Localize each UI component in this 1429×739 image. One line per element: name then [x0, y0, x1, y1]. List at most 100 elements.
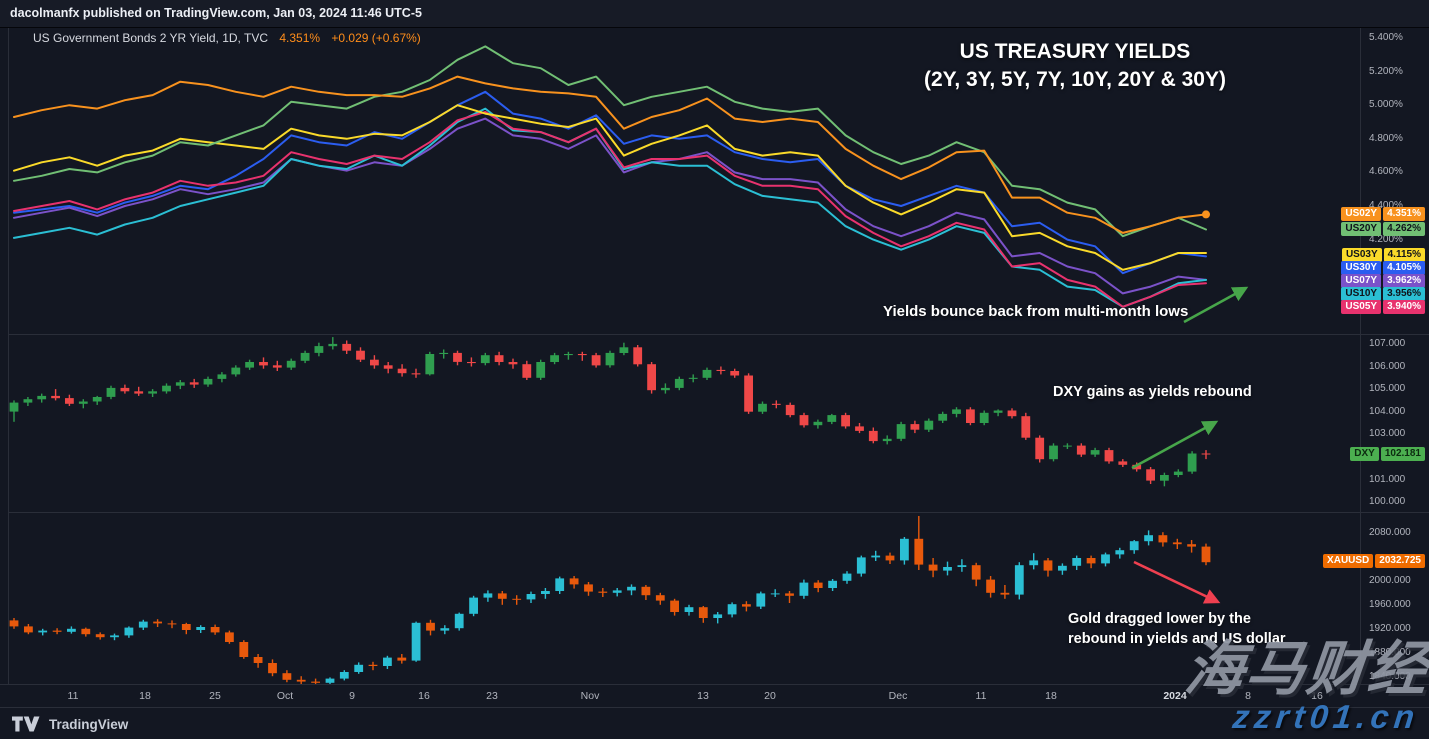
candle-body [730, 371, 740, 376]
candle-body [655, 595, 665, 601]
time-tick-label: 11 [67, 690, 79, 702]
candle-body [1158, 535, 1168, 543]
candle-body [564, 354, 573, 356]
candle-body [1115, 550, 1125, 555]
candle-body [1090, 450, 1100, 455]
candle-body [106, 387, 116, 397]
price-tick-dxy: 103.000 [1369, 428, 1406, 440]
price-tick-yields: 5.000% [1369, 99, 1403, 111]
candle-body [688, 377, 698, 379]
price-tick-dxy: 100.000 [1369, 496, 1406, 508]
candle-body [203, 378, 213, 385]
candle-body [67, 628, 76, 632]
candle-body [1014, 565, 1024, 595]
candle-body [370, 359, 379, 366]
candle-body [1187, 544, 1196, 547]
tradingview-logo[interactable]: TradingView [12, 716, 128, 732]
candle-body [9, 620, 19, 627]
series-line-us03y [13, 104, 1207, 271]
candle-body [928, 564, 938, 571]
candle-body [813, 421, 823, 426]
candle-body [286, 360, 296, 368]
candle-body [138, 621, 148, 628]
series-line-us02y [13, 75, 1207, 234]
candle-body [674, 378, 684, 388]
candle-body [65, 398, 74, 404]
candle-body [411, 373, 421, 375]
candle-body [605, 352, 615, 366]
candle-body [827, 415, 837, 422]
candle-body [882, 438, 892, 442]
time-tick-label: 16 [418, 690, 430, 702]
candle-body [508, 362, 518, 365]
candle-body [555, 578, 565, 591]
annotation-treasury-title-line1: US TREASURY YIELDS [959, 40, 1191, 63]
time-tick-label: 8 [1245, 690, 1251, 702]
candle-body [328, 343, 338, 347]
candle-body [647, 364, 656, 391]
candle-body [1144, 535, 1153, 542]
candle-body [770, 593, 780, 595]
candle-body [584, 584, 593, 592]
candle-body [325, 678, 335, 683]
price-tick-yields: 5.200% [1369, 65, 1403, 77]
time-tick-label: 18 [1045, 690, 1057, 702]
candle-body [569, 578, 579, 585]
publish-info-text: dacolmanfx published on TradingView.com,… [10, 6, 422, 20]
candle-body [744, 375, 753, 412]
time-tick-label: Oct [276, 690, 294, 702]
xauusd-price-badge: XAUUSD 2032.725 [1323, 554, 1425, 568]
price-scale: US02Y 4.351% US20Y 4.262% US03Y 4.115% US30Y 4.… [1323, 28, 1429, 684]
candle-body [577, 354, 587, 356]
candle-body [1000, 592, 1010, 595]
candle-body [619, 347, 629, 353]
candle-body [871, 555, 881, 558]
candle-body [124, 627, 134, 636]
series-badge-us10y: US10Y 3.956% [1341, 287, 1425, 301]
price-tick-gold: 2000.000 [1369, 575, 1411, 586]
price-tick-dxy: 106.000 [1369, 360, 1406, 372]
candle-body [411, 622, 421, 661]
series-line-us07y [13, 117, 1207, 295]
candle-body [175, 382, 185, 386]
candle-body [799, 415, 809, 426]
candle-body [896, 424, 906, 439]
candle-body [217, 374, 227, 379]
candle-body [1035, 437, 1045, 460]
candle-body [910, 424, 920, 430]
candle-body [885, 555, 895, 561]
annotation-gold-note-line1: Gold dragged lower by the [1068, 611, 1251, 627]
candle-body [397, 657, 407, 661]
price-tick-yields: 4.800% [1369, 132, 1403, 144]
yields-canvas [13, 45, 1210, 308]
candle-body [1201, 453, 1211, 455]
time-tick-label: Dec [888, 690, 908, 702]
candle-body [1129, 541, 1139, 551]
candle-body [24, 626, 33, 633]
candle-body [426, 622, 435, 631]
annotation-dxy-note: DXY gains as yields rebound [1053, 384, 1252, 400]
candle-body [210, 627, 220, 633]
candle-body [78, 401, 88, 404]
candle-body [296, 679, 306, 682]
candle-body [900, 538, 909, 561]
candle-body [189, 382, 199, 385]
candle-body [167, 623, 177, 625]
candle-body [727, 604, 737, 615]
plot-area [8, 28, 1361, 684]
candle-body [742, 604, 751, 607]
candle-body [225, 632, 234, 642]
candle-body [924, 420, 934, 430]
time-tick-label: 20 [764, 690, 776, 702]
price-tick-dxy: 104.000 [1369, 405, 1406, 417]
candle-body [966, 409, 975, 423]
down-arrow-gold [1133, 560, 1221, 604]
candle-body [300, 352, 310, 361]
candle-body [591, 355, 601, 366]
last-price-dot-us02y [1202, 210, 1210, 219]
candle-body [813, 582, 823, 588]
candle-body [153, 621, 162, 624]
watermark-cjk-text: 海马财经 [1181, 636, 1429, 702]
candle-body [771, 403, 781, 405]
candle-body [971, 565, 981, 580]
